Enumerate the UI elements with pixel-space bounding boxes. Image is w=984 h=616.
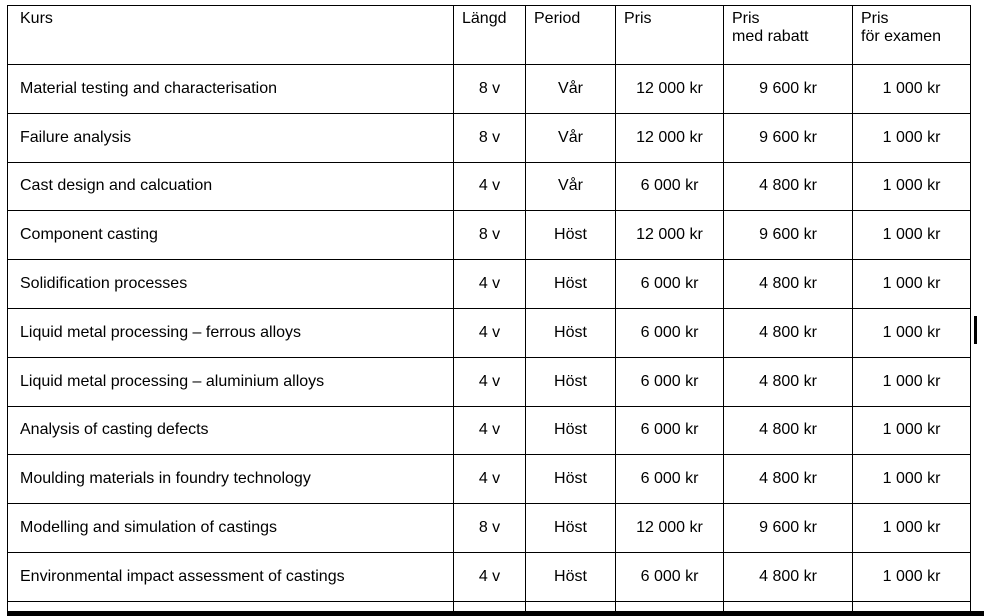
cell-pris-med-rabatt: 4 800 kr — [723, 161, 853, 212]
cell-period: Höst — [525, 454, 616, 505]
cell-langd: 4 v — [453, 405, 526, 456]
cell-langd: 8 v — [453, 64, 526, 114]
cell-pris-med-rabatt: 9 600 kr — [723, 503, 853, 553]
partial-cell — [525, 600, 616, 612]
cell-kurs: Environmental impact assessment of casti… — [7, 551, 454, 602]
cell-kurs: Cast design and calcuation — [7, 161, 454, 212]
column-header-pris-for-examen: Pris för examen — [852, 5, 971, 65]
partial-cell — [852, 600, 971, 612]
cell-pris-for-examen: 1 000 kr — [852, 161, 971, 212]
table-header-row: Kurs Längd Period Pris Pris med rabatt P… — [7, 5, 971, 65]
cell-langd: 4 v — [453, 356, 526, 407]
cell-pris-med-rabatt: 4 800 kr — [723, 454, 853, 505]
cell-pris-for-examen: 1 000 kr — [852, 210, 971, 261]
cell-langd: 8 v — [453, 503, 526, 553]
cell-langd: 4 v — [453, 307, 526, 358]
table-row: Cast design and calcuation 4 v Vår 6 000 kr… — [7, 161, 971, 212]
partial-cell — [7, 600, 454, 612]
cell-kurs: Failure analysis — [7, 112, 454, 163]
cell-pris-for-examen: 1 000 kr — [852, 259, 971, 309]
cell-pris-med-rabatt: 4 800 kr — [723, 551, 853, 602]
table-row: Solidification processes 4 v Höst 6 000 kr 4… — [7, 259, 971, 309]
cell-period: Höst — [525, 210, 616, 261]
cell-kurs: Moulding materials in foundry technology — [7, 454, 454, 505]
partial-cell — [453, 600, 526, 612]
cell-pris-med-rabatt: 4 800 kr — [723, 405, 853, 456]
column-header-pris-med-rabatt: Pris med rabatt — [723, 5, 853, 65]
table-row: Component casting 8 v Höst 12 000 kr 9 600 k… — [7, 210, 971, 261]
cell-period: Vår — [525, 112, 616, 163]
cell-pris-for-examen: 1 000 kr — [852, 503, 971, 553]
column-header-langd: Längd — [453, 5, 526, 65]
cell-pris-med-rabatt: 4 800 kr — [723, 356, 853, 407]
cell-pris-for-examen: 1 000 kr — [852, 307, 971, 358]
cell-pris: 12 000 kr — [615, 64, 724, 114]
cell-pris-med-rabatt: 4 800 kr — [723, 259, 853, 309]
cell-pris-med-rabatt: 9 600 kr — [723, 112, 853, 163]
cell-pris-for-examen: 1 000 kr — [852, 454, 971, 505]
cell-pris: 6 000 kr — [615, 405, 724, 456]
cell-pris: 6 000 kr — [615, 161, 724, 212]
cell-pris: 6 000 kr — [615, 356, 724, 407]
cell-pris-for-examen: 1 000 kr — [852, 405, 971, 456]
table-row: Material testing and characterisation 8 v… — [7, 64, 971, 114]
column-header-pris: Pris — [615, 5, 724, 65]
cell-pris-for-examen: 1 000 kr — [852, 112, 971, 163]
cell-langd: 8 v — [453, 210, 526, 261]
cell-langd: 4 v — [453, 551, 526, 602]
cell-pris-for-examen: 1 000 kr — [852, 356, 971, 407]
cell-kurs: Solidification processes — [7, 259, 454, 309]
cell-pris: 12 000 kr — [615, 210, 724, 261]
table-body: Material testing and characterisation 8 v… — [7, 64, 971, 602]
cell-pris: 6 000 kr — [615, 454, 724, 505]
cell-pris-med-rabatt: 9 600 kr — [723, 210, 853, 261]
column-header-period: Period — [525, 5, 616, 65]
cell-langd: 4 v — [453, 454, 526, 505]
table-row: Liquid metal processing – ferrous alloys… — [7, 307, 971, 358]
cell-period: Höst — [525, 405, 616, 456]
cell-period: Vår — [525, 64, 616, 114]
cell-kurs: Component casting — [7, 210, 454, 261]
cell-pris-med-rabatt: 4 800 kr — [723, 307, 853, 358]
cell-period: Höst — [525, 551, 616, 602]
cell-kurs: Material testing and characterisation — [7, 64, 454, 114]
table-row: Environmental impact assessment of casti… — [7, 551, 971, 602]
cell-period: Höst — [525, 356, 616, 407]
cell-pris: 6 000 kr — [615, 307, 724, 358]
cell-pris: 12 000 kr — [615, 112, 724, 163]
partial-cell — [615, 600, 724, 612]
cell-period: Höst — [525, 503, 616, 553]
cell-pris-for-examen: 1 000 kr — [852, 64, 971, 114]
table-row: Liquid metal processing – aluminium allo… — [7, 356, 971, 407]
text-cursor — [974, 316, 977, 344]
table-row: Analysis of casting defects 4 v Höst 6 000 … — [7, 405, 971, 456]
table-row: Moulding materials in foundry technology… — [7, 454, 971, 505]
course-price-table: Kurs Längd Period Pris Pris med rabatt P… — [7, 5, 971, 612]
cell-pris-for-examen: 1 000 kr — [852, 551, 971, 602]
cell-langd: 8 v — [453, 112, 526, 163]
cell-period: Höst — [525, 259, 616, 309]
cell-langd: 4 v — [453, 161, 526, 212]
cell-kurs: Modelling and simulation of castings — [7, 503, 454, 553]
partial-next-row — [7, 600, 971, 612]
cell-pris-med-rabatt: 9 600 kr — [723, 64, 853, 114]
cell-langd: 4 v — [453, 259, 526, 309]
page-bottom-edge — [7, 611, 984, 616]
column-header-kurs: Kurs — [7, 5, 454, 65]
cell-pris: 6 000 kr — [615, 259, 724, 309]
cell-kurs: Liquid metal processing – ferrous alloys — [7, 307, 454, 358]
cell-period: Höst — [525, 307, 616, 358]
cell-kurs: Liquid metal processing – aluminium allo… — [7, 356, 454, 407]
partial-cell — [723, 600, 853, 612]
cell-period: Vår — [525, 161, 616, 212]
table-row: Failure analysis 8 v Vår 12 000 kr 9 600 kr 1… — [7, 112, 971, 163]
cell-kurs: Analysis of casting defects — [7, 405, 454, 456]
cell-pris: 6 000 kr — [615, 551, 724, 602]
cell-pris: 12 000 kr — [615, 503, 724, 553]
